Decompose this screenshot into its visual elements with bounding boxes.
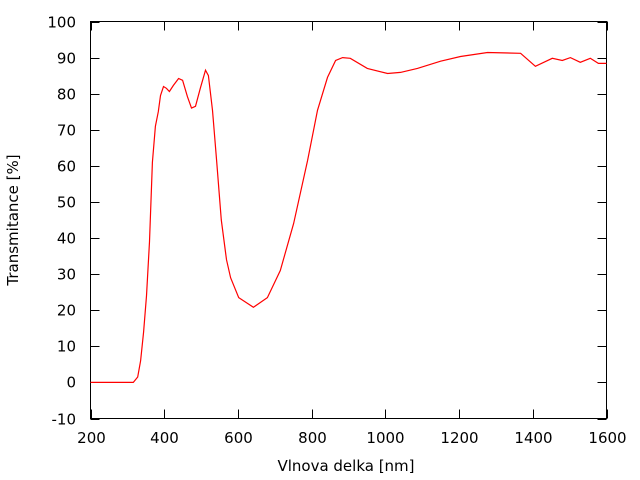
series-line [90, 51, 607, 383]
y-tick-label: 30 [57, 266, 76, 284]
y-tick-label: 20 [57, 302, 76, 320]
x-tick-label: 1000 [366, 429, 404, 447]
x-tick-label: 400 [150, 429, 179, 447]
y-tick-label: 50 [57, 194, 76, 212]
x-tick-label: 1400 [514, 429, 552, 447]
plot-frame [90, 21, 607, 419]
y-tick-label: 60 [57, 158, 76, 176]
x-tick-label: 200 [77, 429, 106, 447]
y-tick-label: 0 [66, 374, 76, 392]
x-axis-label: Vlnova delka [nm] [277, 457, 414, 475]
y-tick-label: 40 [57, 230, 76, 248]
y-tick-label: 70 [57, 122, 76, 140]
y-tick-label: 90 [57, 50, 76, 68]
y-tick-label: -10 [52, 411, 77, 429]
x-tick-label: 800 [298, 429, 327, 447]
y-tick-label: 10 [57, 338, 76, 356]
y-axis-label: Transmitance [%] [4, 154, 22, 286]
x-tick-label: 1200 [440, 429, 478, 447]
x-tick-label: 1600 [588, 429, 626, 447]
y-tick-label: 80 [57, 86, 76, 104]
x-tick-label: 600 [224, 429, 253, 447]
y-tick-label: 100 [47, 14, 76, 32]
